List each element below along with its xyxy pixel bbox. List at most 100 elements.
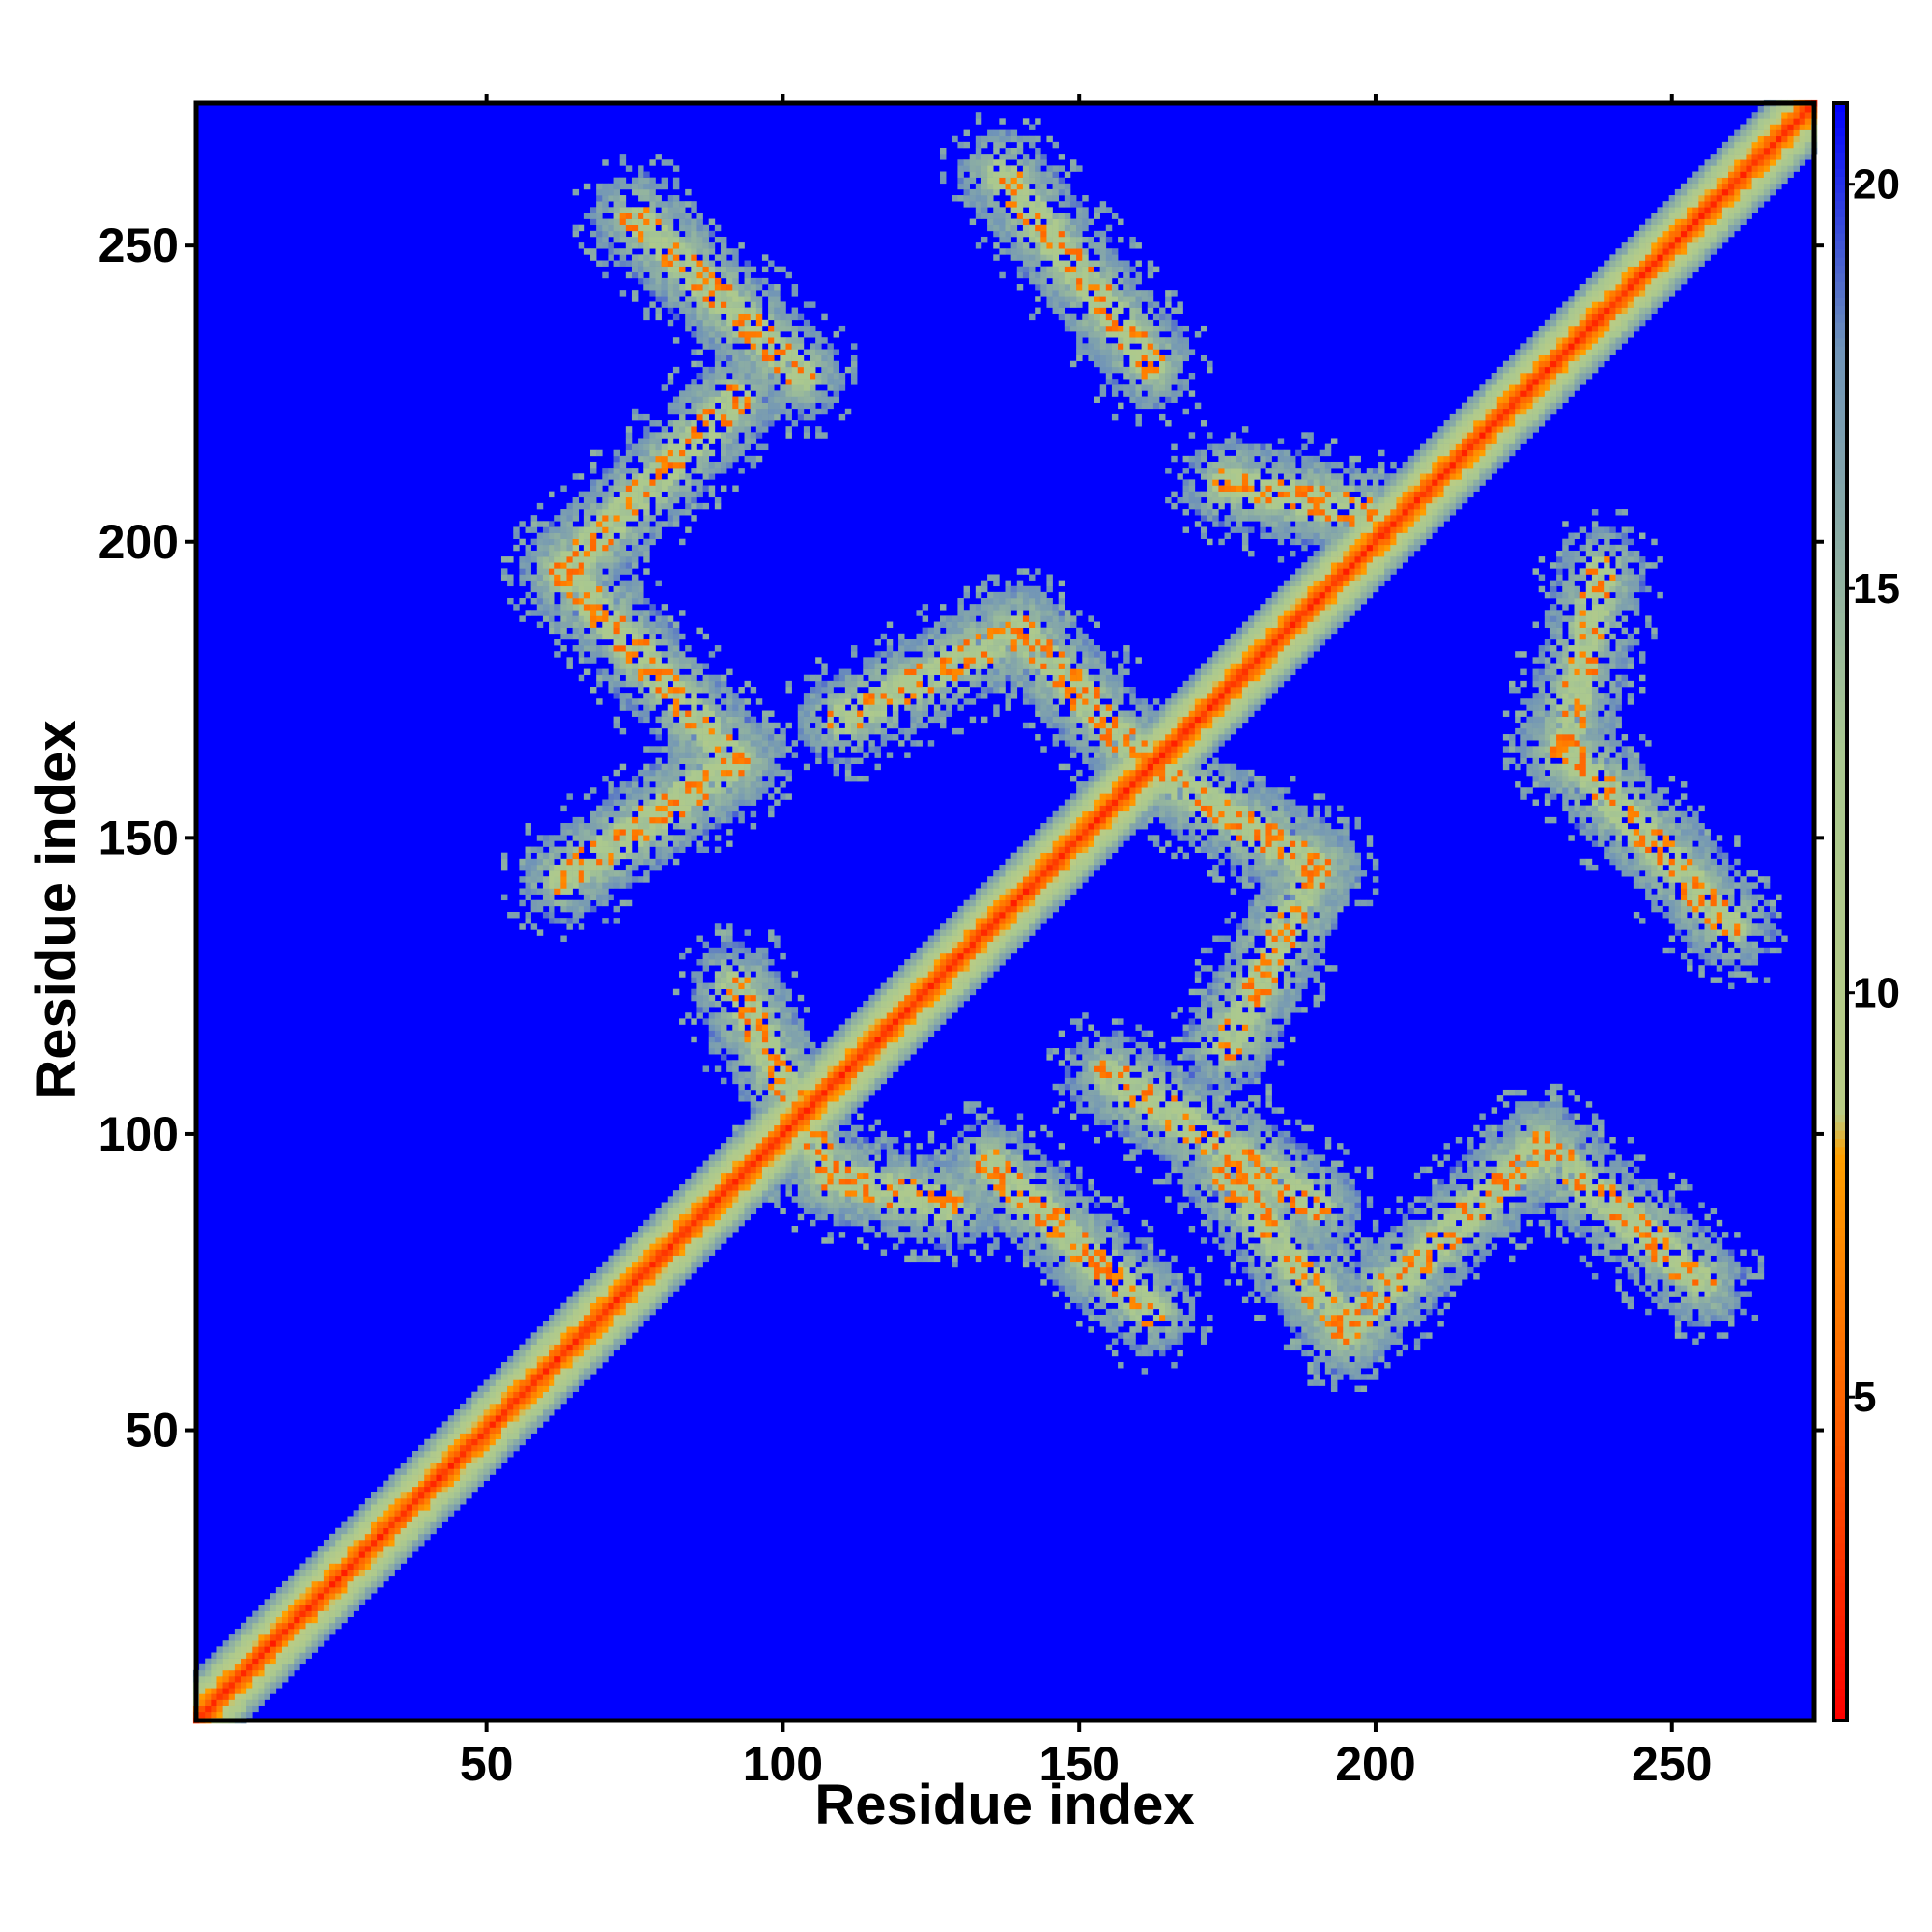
heatmap-cell bbox=[744, 1213, 751, 1221]
heatmap-cell bbox=[489, 1397, 497, 1405]
heatmap-cell bbox=[850, 1107, 858, 1114]
heatmap-cell bbox=[661, 639, 668, 646]
heatmap-cell bbox=[803, 319, 810, 327]
heatmap-cell bbox=[768, 929, 775, 936]
heatmap-cell bbox=[590, 651, 597, 658]
heatmap-cell bbox=[270, 1593, 277, 1600]
heatmap-cell bbox=[732, 307, 739, 314]
heatmap-cell bbox=[655, 858, 662, 866]
heatmap-cell bbox=[696, 479, 703, 486]
heatmap-cell bbox=[755, 373, 763, 380]
heatmap-cell bbox=[720, 816, 727, 824]
heatmap-cell bbox=[685, 752, 692, 758]
heatmap-cell bbox=[638, 1291, 644, 1297]
heatmap-cell bbox=[744, 1184, 751, 1191]
heatmap-cell bbox=[691, 740, 697, 747]
heatmap-cell bbox=[596, 562, 603, 569]
heatmap-cell bbox=[685, 1243, 692, 1250]
heatmap-cell bbox=[803, 1124, 810, 1132]
heatmap-cell bbox=[702, 260, 710, 267]
heatmap-cell bbox=[205, 1669, 212, 1677]
heatmap-cell bbox=[329, 1580, 336, 1588]
heatmap-cell bbox=[519, 562, 526, 569]
heatmap-cell bbox=[785, 319, 792, 327]
heatmap-cell bbox=[750, 1196, 757, 1203]
heatmap-cell bbox=[702, 752, 710, 758]
heatmap-cell bbox=[685, 769, 692, 777]
heatmap-cell bbox=[797, 1041, 805, 1049]
heatmap-cell bbox=[791, 1154, 799, 1161]
heatmap-cell bbox=[311, 1563, 319, 1570]
heatmap-cell bbox=[708, 740, 716, 747]
heatmap-cell bbox=[732, 1130, 739, 1138]
heatmap-cell bbox=[643, 438, 650, 444]
heatmap-cell bbox=[738, 1149, 745, 1155]
heatmap-cell bbox=[661, 277, 668, 285]
heatmap-cell bbox=[383, 1569, 389, 1577]
heatmap-cell bbox=[672, 740, 680, 747]
heatmap-cell bbox=[649, 1225, 656, 1233]
heatmap-cell bbox=[691, 290, 697, 297]
heatmap-cell bbox=[750, 734, 757, 741]
heatmap-cell bbox=[815, 349, 822, 355]
heatmap-cell bbox=[507, 1391, 514, 1399]
heatmap-cell bbox=[785, 432, 792, 439]
heatmap-cell bbox=[667, 734, 674, 741]
heatmap-cell bbox=[685, 313, 692, 321]
heatmap-cell bbox=[495, 1391, 502, 1399]
heatmap-cell bbox=[702, 307, 710, 314]
heatmap-cell bbox=[744, 947, 751, 954]
heatmap-cell bbox=[590, 633, 597, 640]
heatmap-cell bbox=[667, 254, 674, 261]
heatmap-cell bbox=[791, 1166, 799, 1174]
heatmap-cell bbox=[815, 1130, 822, 1138]
heatmap-cell bbox=[649, 633, 656, 640]
heatmap-cell bbox=[400, 1533, 408, 1541]
heatmap-cell bbox=[258, 1699, 265, 1706]
heatmap-cell bbox=[549, 604, 555, 611]
heatmap-cell bbox=[815, 722, 822, 729]
heatmap-cell bbox=[560, 1338, 567, 1345]
heatmap-cell bbox=[613, 604, 620, 611]
heatmap-cell bbox=[844, 1041, 852, 1049]
heatmap-cell bbox=[679, 680, 686, 688]
heatmap-cell bbox=[560, 615, 567, 622]
heatmap-cell bbox=[702, 1000, 710, 1008]
heatmap-cell bbox=[679, 1196, 686, 1203]
heatmap-cell bbox=[750, 366, 757, 374]
heatmap-cell bbox=[791, 402, 799, 410]
heatmap-cell bbox=[241, 1634, 247, 1641]
heatmap-cell bbox=[768, 959, 775, 966]
heatmap-cell bbox=[732, 248, 739, 255]
heatmap-cell bbox=[750, 461, 757, 469]
heatmap-cell bbox=[631, 816, 639, 824]
heatmap-cell bbox=[702, 740, 710, 747]
heatmap-cell bbox=[602, 810, 609, 818]
heatmap-cell bbox=[827, 693, 834, 699]
heatmap-cell bbox=[400, 1468, 408, 1475]
heatmap-cell bbox=[821, 1107, 828, 1114]
heatmap-cell bbox=[406, 1527, 413, 1535]
heatmap-cell bbox=[613, 473, 620, 480]
heatmap-cell bbox=[696, 213, 703, 219]
heatmap-cell bbox=[246, 1669, 253, 1677]
heatmap-cell bbox=[696, 757, 703, 765]
heatmap-cell bbox=[661, 1202, 668, 1208]
heatmap-cell bbox=[406, 1504, 413, 1511]
heatmap-cell bbox=[702, 455, 710, 463]
heatmap-cell bbox=[596, 1314, 603, 1321]
heatmap-cell bbox=[525, 1391, 531, 1399]
heatmap-cell bbox=[353, 1527, 360, 1535]
heatmap-cell bbox=[275, 1669, 283, 1677]
heatmap-cell bbox=[619, 526, 627, 533]
heatmap-cell bbox=[234, 1640, 242, 1647]
heatmap-cell bbox=[672, 1273, 680, 1280]
heatmap-cell bbox=[810, 1083, 816, 1091]
heatmap-cell bbox=[625, 515, 633, 522]
heatmap-cell bbox=[649, 485, 656, 492]
heatmap-cell bbox=[613, 829, 620, 836]
heatmap-cell bbox=[216, 1693, 223, 1700]
heatmap-cell bbox=[335, 1533, 342, 1541]
heatmap-cell bbox=[583, 882, 591, 889]
heatmap-cell bbox=[702, 1237, 710, 1244]
